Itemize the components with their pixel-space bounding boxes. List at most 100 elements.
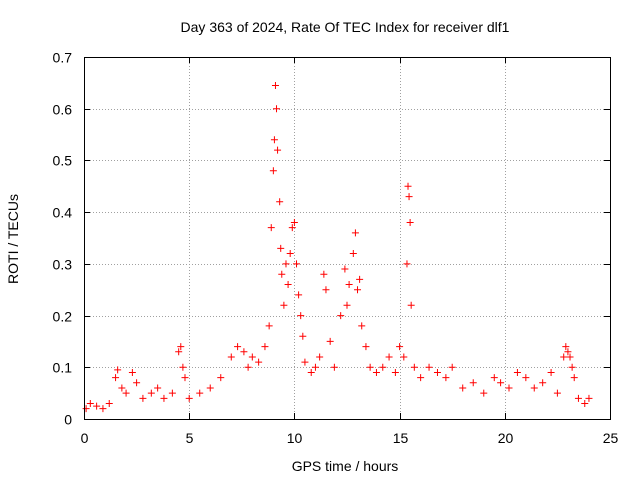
data-point [366, 363, 374, 371]
data-point [299, 332, 307, 340]
data-point [273, 105, 281, 113]
data-point [139, 394, 147, 402]
data-point [459, 384, 467, 392]
data-point [168, 389, 176, 397]
data-point [341, 265, 349, 273]
data-point [93, 402, 101, 410]
data-point [407, 301, 415, 309]
data-point [179, 363, 187, 371]
y-tick-label: 0.2 [53, 309, 73, 325]
data-point [574, 394, 582, 402]
data-point [568, 363, 576, 371]
data-point [147, 389, 155, 397]
data-point [480, 389, 488, 397]
data-point [322, 286, 330, 294]
data-point [351, 229, 359, 237]
data-point [442, 374, 450, 382]
data-point [255, 358, 263, 366]
data-point [396, 343, 404, 351]
y-axis-label: ROTI / TECUs [5, 194, 21, 284]
data-point [343, 301, 351, 309]
data-point [469, 379, 477, 387]
data-point [417, 374, 425, 382]
data-point [433, 368, 441, 376]
data-point [196, 389, 204, 397]
data-point [570, 374, 578, 382]
y-tick-label: 0.1 [53, 360, 73, 376]
data-point [522, 374, 530, 382]
data-point [288, 224, 296, 232]
data-point [358, 322, 366, 330]
data-point [295, 291, 303, 299]
data-point [86, 399, 94, 407]
y-tick-label: 0.4 [53, 205, 73, 221]
data-point [277, 244, 285, 252]
y-tick-label: 0 [64, 412, 72, 428]
data-point [406, 218, 414, 226]
data-point [311, 363, 319, 371]
data-point [175, 348, 183, 356]
data-point [274, 146, 282, 154]
data-point [278, 270, 286, 278]
plot-frame [84, 57, 611, 420]
data-point [114, 366, 122, 374]
data-point [560, 353, 568, 361]
data-point [118, 384, 126, 392]
y-tick-label: 0.3 [53, 257, 73, 273]
data-point [564, 348, 572, 356]
data-point [185, 394, 193, 402]
data-point [404, 182, 412, 190]
data-point [403, 260, 411, 268]
data-point [585, 394, 593, 402]
data-point [356, 275, 364, 283]
data-point [337, 312, 345, 320]
data-point [505, 384, 513, 392]
data-point [234, 343, 242, 351]
data-point [400, 353, 408, 361]
data-point [530, 384, 538, 392]
x-axis-label: GPS time / hours [292, 458, 399, 474]
x-tick-label: 25 [603, 430, 619, 446]
data-point [206, 384, 214, 392]
data-point [547, 368, 555, 376]
x-tick-label: 5 [186, 430, 194, 446]
data-point [297, 312, 305, 320]
axis-ticks: 0 5 10 15 20 25 0 0.1 0.2 0.3 0.4 0.5 0.6 0.7 [53, 50, 619, 447]
y-tick-label: 0.6 [53, 102, 73, 118]
data-point [284, 281, 292, 289]
data-point [513, 368, 521, 376]
data-point [301, 358, 309, 366]
data-point [177, 343, 185, 351]
data-point [490, 374, 498, 382]
data-point [379, 363, 387, 371]
data-point [581, 399, 589, 407]
x-tick-label: 0 [81, 430, 89, 446]
data-point [372, 368, 380, 376]
chart-title: Day 363 of 2024, Rate Of TEC Index for r… [181, 19, 510, 35]
data-point [562, 343, 570, 351]
y-tick-label: 0.5 [53, 153, 73, 169]
data-point [105, 399, 113, 407]
data-point [244, 363, 252, 371]
data-point [122, 389, 130, 397]
data-point [217, 374, 225, 382]
data-point [448, 363, 456, 371]
data-point [405, 193, 413, 201]
data-point [362, 343, 370, 351]
data-point [539, 379, 547, 387]
data-point [265, 322, 273, 330]
data-point [316, 353, 324, 361]
y-tick-label: 0.7 [53, 50, 73, 66]
data-point [345, 281, 353, 289]
data-point [270, 136, 278, 144]
data-point [82, 405, 90, 413]
data-point [497, 379, 505, 387]
data-point [248, 353, 256, 361]
grid [84, 57, 610, 419]
data-point [112, 374, 120, 382]
data-point [240, 348, 248, 356]
data-point [160, 394, 168, 402]
data-point [391, 368, 399, 376]
